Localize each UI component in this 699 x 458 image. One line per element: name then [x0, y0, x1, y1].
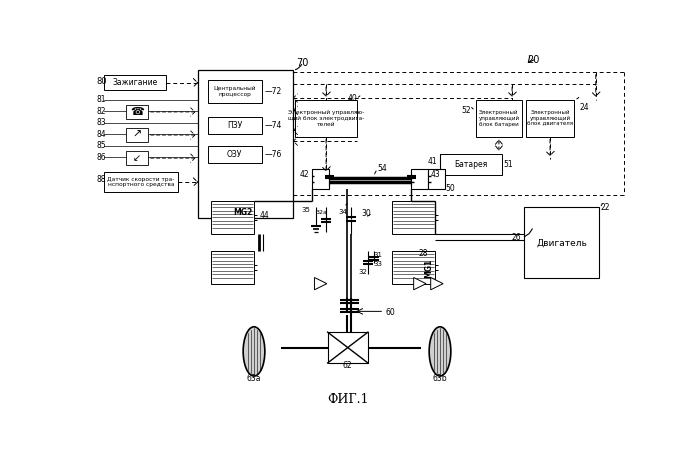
Text: 63a: 63a — [247, 374, 261, 383]
Bar — [526, 100, 574, 136]
Text: 44: 44 — [259, 211, 269, 220]
Bar — [295, 100, 357, 136]
Text: 81: 81 — [96, 95, 106, 104]
Text: ОЗУ: ОЗУ — [227, 150, 243, 159]
Bar — [104, 172, 178, 192]
Text: —76: —76 — [265, 150, 282, 159]
Text: 35: 35 — [302, 207, 310, 213]
Text: 40: 40 — [347, 93, 357, 103]
Bar — [440, 153, 502, 175]
Bar — [312, 169, 329, 189]
Bar — [208, 146, 261, 163]
Bar — [208, 80, 261, 103]
Polygon shape — [315, 278, 327, 290]
Text: 51: 51 — [503, 160, 513, 169]
Text: 50: 50 — [445, 184, 455, 193]
Text: ☎: ☎ — [130, 107, 144, 117]
Text: Зажигание: Зажигание — [113, 78, 158, 87]
Text: 70: 70 — [296, 58, 309, 68]
Text: —74: —74 — [265, 120, 282, 130]
Text: 63b: 63b — [433, 374, 447, 383]
Text: 31: 31 — [373, 252, 382, 258]
Bar — [411, 169, 428, 189]
Text: 26: 26 — [512, 233, 521, 242]
Text: 60: 60 — [386, 308, 396, 317]
Text: 28: 28 — [419, 249, 428, 258]
Text: Датчик скорости тра-
нспортного средства: Датчик скорости тра- нспортного средства — [107, 177, 175, 187]
Text: 30: 30 — [361, 209, 371, 218]
Ellipse shape — [243, 327, 265, 376]
Text: MG1: MG1 — [424, 259, 433, 278]
Bar — [208, 116, 261, 133]
Text: 62: 62 — [343, 361, 352, 370]
Text: Двигатель: Двигатель — [536, 238, 587, 247]
Bar — [126, 151, 147, 165]
Text: —72: —72 — [265, 87, 282, 96]
Text: 86: 86 — [96, 153, 106, 162]
Text: 20: 20 — [527, 55, 539, 65]
Text: Электронный
управляющий
блок батареи: Электронный управляющий блок батареи — [478, 109, 519, 126]
Text: Электронный
управляющий
блок двигателя: Электронный управляющий блок двигателя — [527, 109, 573, 126]
Bar — [199, 71, 293, 218]
Bar — [428, 169, 445, 189]
Bar — [126, 128, 147, 142]
Text: 54: 54 — [377, 164, 387, 173]
Bar — [104, 75, 166, 90]
Text: 41: 41 — [427, 157, 437, 166]
Text: 88: 88 — [96, 175, 106, 184]
Text: ПЗУ: ПЗУ — [227, 120, 243, 130]
Bar — [126, 105, 147, 119]
Text: 42: 42 — [299, 170, 309, 179]
Bar — [328, 332, 368, 363]
Text: Батарея: Батарея — [454, 160, 488, 169]
Text: ↗: ↗ — [132, 130, 142, 140]
Bar — [475, 100, 522, 136]
Text: 52: 52 — [461, 106, 471, 115]
Text: 34: 34 — [339, 209, 347, 215]
Text: 22: 22 — [600, 203, 610, 212]
Text: 43: 43 — [431, 170, 440, 179]
Bar — [524, 207, 599, 278]
Text: 33: 33 — [373, 262, 382, 267]
Polygon shape — [431, 278, 443, 290]
Text: 82: 82 — [96, 107, 106, 116]
Text: 83: 83 — [96, 118, 106, 127]
Text: 84: 84 — [96, 130, 106, 139]
Text: 85: 85 — [96, 142, 106, 150]
Bar — [392, 201, 435, 234]
Bar — [211, 251, 254, 284]
Text: ↙: ↙ — [133, 153, 141, 163]
Text: ФИГ.1: ФИГ.1 — [327, 393, 368, 406]
Text: MG2: MG2 — [233, 208, 252, 217]
Polygon shape — [414, 278, 426, 290]
Text: Центральный
процессор: Центральный процессор — [213, 86, 256, 97]
Text: 24: 24 — [579, 103, 589, 112]
Text: 32: 32 — [358, 269, 367, 275]
Bar — [392, 251, 435, 284]
Ellipse shape — [429, 327, 451, 376]
Text: Электронный управляю-
щий блок электродвига-
телей: Электронный управляю- щий блок электродв… — [288, 109, 364, 126]
Text: 80: 80 — [96, 77, 108, 87]
Text: 32a: 32a — [315, 210, 327, 214]
Bar — [211, 201, 254, 234]
